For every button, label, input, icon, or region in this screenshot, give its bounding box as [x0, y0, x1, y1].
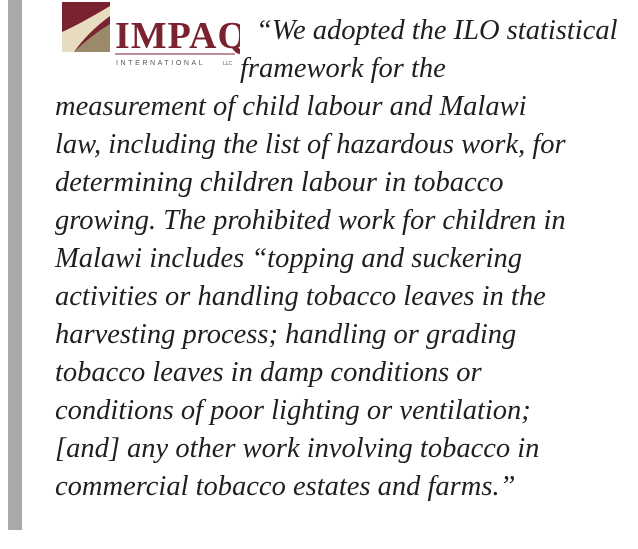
quote-line: determining children labour in tobacco [55, 167, 504, 198]
quote-line: activities or handling tobacco leaves in… [55, 281, 546, 312]
quote-line: framework for the [240, 53, 446, 84]
quote-line: harvesting process; handling or grading [55, 319, 517, 350]
logo-tagline: INTERNATIONAL [116, 60, 205, 67]
quote-line: commercial tobacco estates and farms.” [55, 471, 516, 502]
quote-line: [and] any other work involving tobacco i… [55, 433, 540, 464]
logo-name: IMPAQ [115, 15, 240, 57]
quote-line: tobacco leaves in damp conditions or [55, 357, 482, 388]
quote-bar [8, 0, 22, 530]
logo-swoosh [62, 6, 110, 52]
logo-shade [74, 24, 110, 52]
quote-line: growing. The prohibited work for childre… [55, 205, 566, 236]
logo-suffix: LLC [223, 61, 233, 67]
quote-line: measurement of child labour and Malawi [55, 91, 527, 122]
quote-line: Malawi includes “topping and suckering [55, 243, 523, 274]
quote-line: conditions of poor lighting or ventilati… [55, 395, 531, 426]
logo: IMPAQ INTERNATIONAL LLC [62, 2, 240, 67]
quote-line: “We adopted the ILO statistical [256, 15, 618, 46]
quote-line: law, including the list of hazardous wor… [55, 129, 566, 160]
